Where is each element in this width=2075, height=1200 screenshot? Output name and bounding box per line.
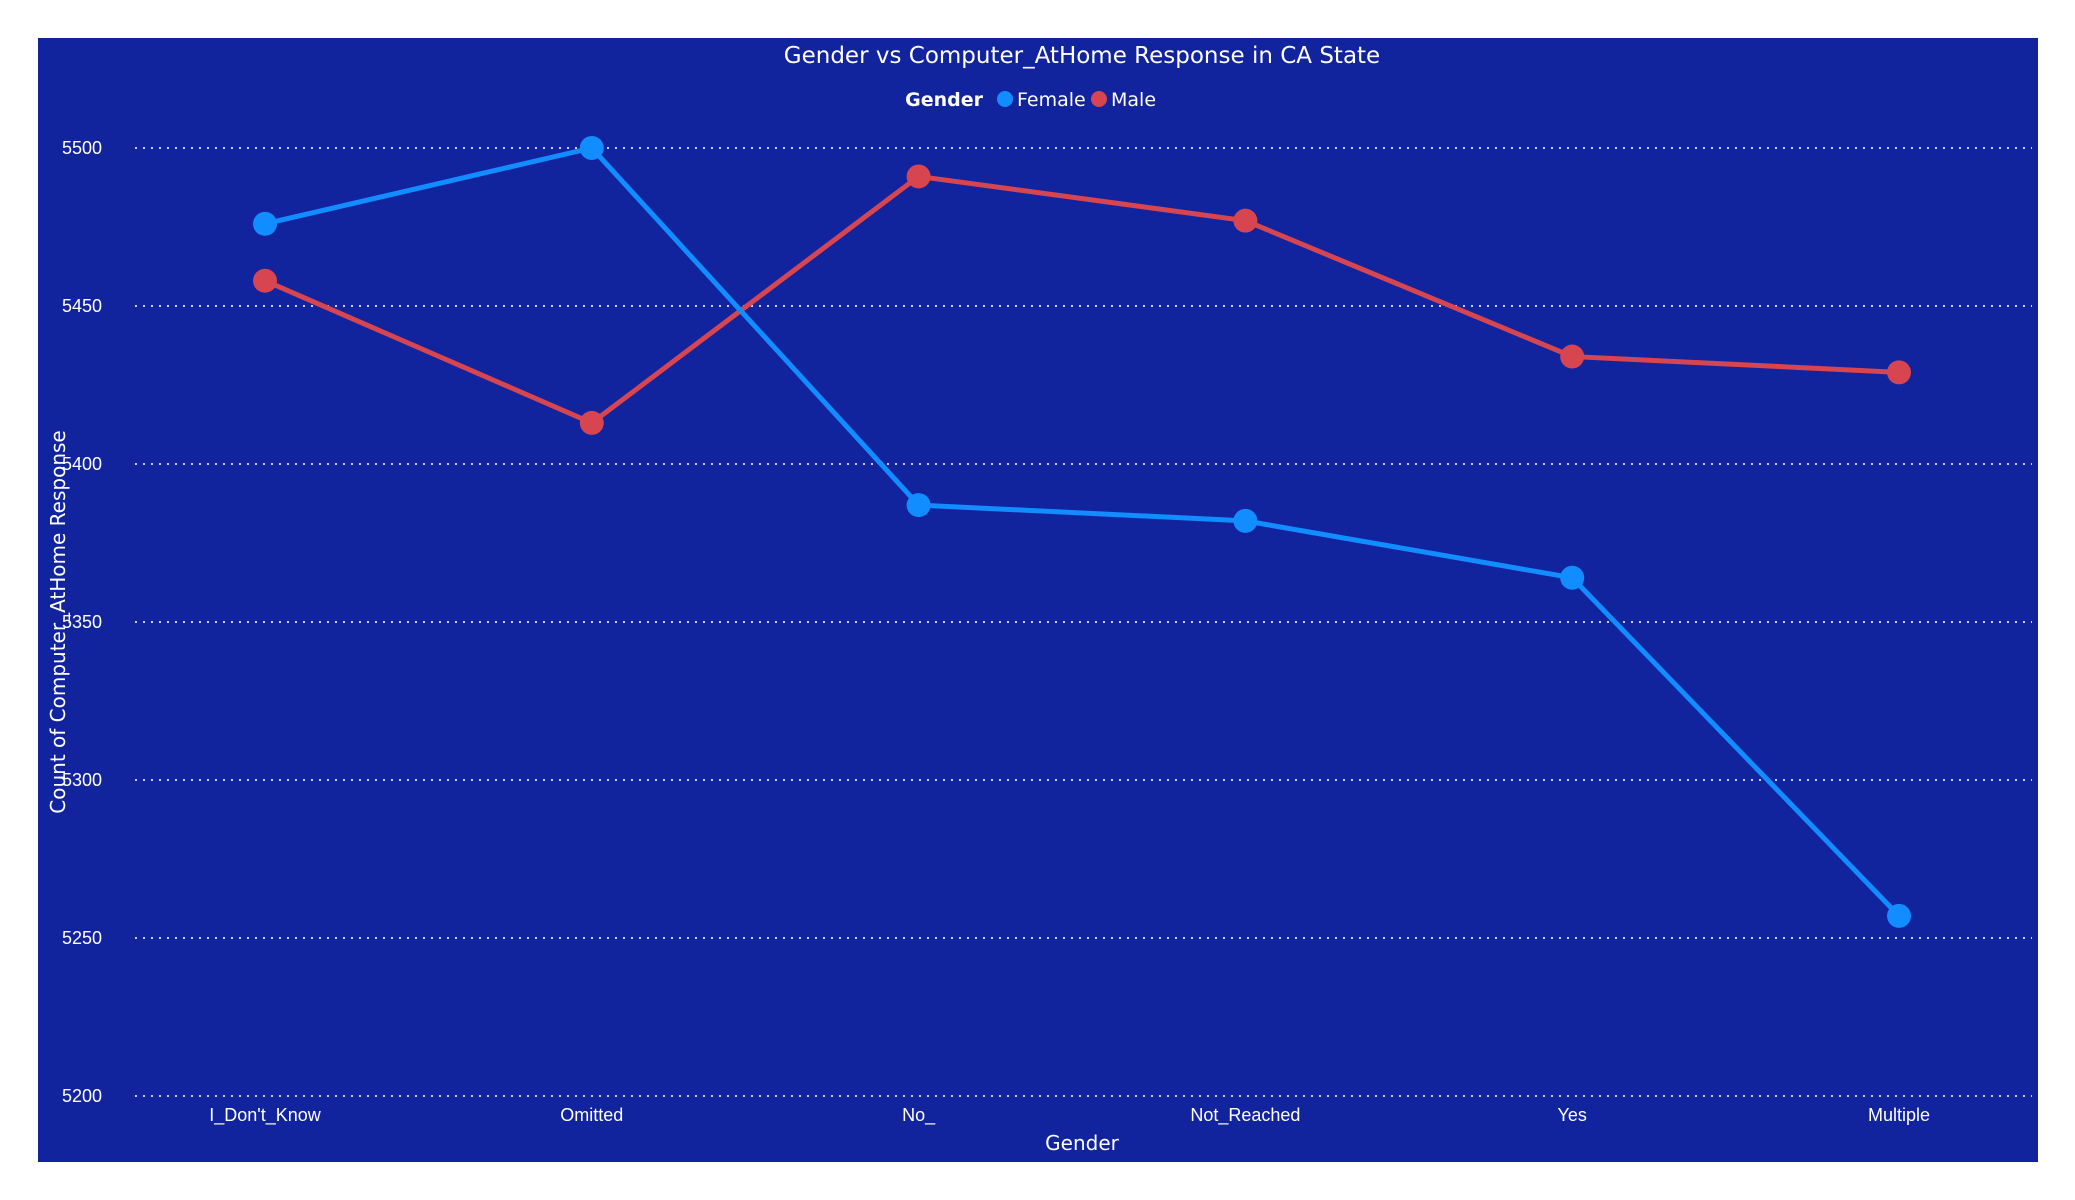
data-point-female[interactable] [253, 211, 277, 236]
x-axis-ticks: I_Don't_Know Omitted No_ Not_Reached Yes Mult… [209, 1105, 1930, 1126]
data-point-male[interactable] [1887, 360, 1911, 385]
y-tick-label: 5450 [62, 296, 102, 316]
y-tick-label: 5350 [62, 612, 102, 632]
y-tick-label: 5250 [62, 928, 102, 948]
gridlines [135, 147, 2032, 1097]
series-lines [253, 136, 1911, 928]
x-tick-label: Yes [1558, 1105, 1587, 1125]
legend: Gender Female Male [905, 89, 1156, 111]
legend-male-marker [1091, 91, 1107, 107]
legend-title: Gender [905, 89, 983, 111]
x-tick-label: Multiple [1868, 1105, 1930, 1125]
data-point-male[interactable] [1560, 344, 1585, 369]
data-point-male[interactable] [579, 410, 604, 435]
series-line-male [262, 173, 1902, 426]
y-axis-ticks: 5200 5250 5300 5350 5400 5450 5500 [62, 138, 102, 1106]
x-tick-label: I_Don't_Know [209, 1105, 322, 1126]
data-point-male[interactable] [906, 164, 931, 189]
x-tick-label: No_ [902, 1105, 936, 1126]
y-tick-label: 5200 [62, 1086, 102, 1106]
data-point-female[interactable] [906, 493, 931, 518]
y-axis-title: Count of Computer_AtHome Response [46, 430, 70, 813]
y-tick-label: 5400 [62, 454, 102, 474]
legend-male-label: Male [1111, 89, 1156, 111]
chart-title: Gender vs Computer_AtHome Response in CA… [784, 43, 1380, 69]
data-point-female[interactable] [579, 136, 604, 160]
legend-female-label: Female [1017, 89, 1086, 111]
series-line-female [262, 145, 1902, 919]
data-point-female[interactable] [1560, 565, 1585, 590]
y-tick-label: 5500 [62, 138, 102, 158]
data-point-male[interactable] [253, 268, 277, 293]
data-point-female[interactable] [1233, 508, 1258, 533]
data-point-male[interactable] [1233, 208, 1258, 233]
x-tick-label: Omitted [560, 1105, 623, 1125]
chart-panel [38, 38, 2038, 1162]
data-point-female[interactable] [1887, 903, 1911, 928]
x-tick-label: Not_Reached [1190, 1105, 1300, 1126]
y-tick-label: 5300 [62, 770, 102, 790]
legend-female-marker [997, 91, 1013, 107]
x-axis-title: Gender [1045, 1131, 1119, 1155]
